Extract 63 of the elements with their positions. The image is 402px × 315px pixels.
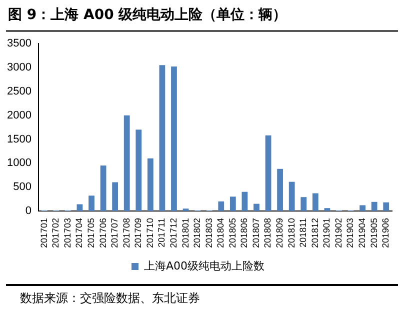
- chart-title: 图 9：上海 A00 级纯电动上险（单位：辆）: [8, 6, 287, 24]
- bar: [300, 197, 307, 211]
- bar: [324, 208, 330, 211]
- x-tick-label: 201701: [38, 218, 49, 248]
- bar: [147, 158, 154, 211]
- x-tick-label: 201812: [310, 218, 320, 248]
- y-tick-label: 0: [25, 205, 32, 217]
- x-tick-label: 201806: [239, 218, 250, 248]
- x-tick-label: 201707: [110, 218, 120, 248]
- bar: [360, 205, 366, 211]
- bar: [171, 66, 177, 211]
- x-tick-label: 201711: [156, 218, 167, 248]
- bar: [136, 130, 142, 211]
- x-tick-label: 201810: [286, 218, 296, 248]
- bar: [242, 192, 248, 211]
- x-tick-label: 201712: [168, 218, 178, 248]
- bar: [230, 196, 236, 211]
- x-tick-label: 201903: [345, 218, 356, 248]
- x-tick-label: 201807: [250, 218, 261, 248]
- x-tick-label: 201808: [262, 218, 273, 248]
- source-note: 数据来源：交强险数据、东北证券: [20, 290, 200, 307]
- bar: [254, 204, 260, 211]
- x-tick-label: 201705: [86, 218, 96, 248]
- x-tick-label: 201710: [144, 218, 155, 248]
- x-tick-label: 201703: [62, 218, 72, 248]
- y-tick-label: 1500: [6, 133, 32, 146]
- x-tick-label: 201901: [322, 218, 332, 248]
- bar: [383, 202, 390, 211]
- y-tick-label: 500: [13, 181, 32, 194]
- bar: [76, 204, 83, 211]
- bar: [159, 65, 166, 211]
- x-tick-label: 201904: [357, 218, 368, 248]
- x-tick-label: 201804: [216, 218, 226, 248]
- x-tick-label: 201809: [274, 218, 285, 248]
- y-tick-label: 3000: [6, 62, 32, 74]
- x-tick-label: 201708: [121, 218, 132, 248]
- bar: [277, 168, 283, 211]
- y-tick-label: 3500: [6, 38, 32, 50]
- legend-label: 上海A00级纯电动上险数: [144, 259, 265, 272]
- bar: [288, 182, 295, 211]
- bar: [218, 201, 224, 211]
- y-tick-label: 1000: [6, 157, 32, 170]
- x-tick-label: 201706: [98, 218, 108, 248]
- x-tick-label: 201906: [380, 218, 391, 248]
- y-tick-label: 2500: [6, 85, 32, 98]
- x-tick-label: 201709: [133, 218, 144, 248]
- x-tick-label: 201811: [298, 218, 308, 248]
- x-tick-label: 201805: [227, 218, 238, 248]
- bar: [124, 115, 130, 211]
- y-tick-label: 2000: [6, 109, 32, 122]
- x-tick-label: 201902: [333, 218, 344, 248]
- x-tick-label: 201702: [50, 218, 61, 248]
- x-tick-label: 201803: [204, 218, 214, 248]
- bar: [312, 193, 318, 211]
- bar: [112, 182, 118, 211]
- x-tick-label: 201905: [368, 218, 379, 248]
- bar: [88, 196, 94, 211]
- x-tick-label: 201801: [180, 218, 190, 248]
- bar: [100, 166, 106, 211]
- bar: [371, 202, 378, 211]
- bar: [265, 135, 272, 211]
- x-tick-label: 201802: [192, 218, 202, 248]
- x-tick-label: 201704: [74, 218, 84, 248]
